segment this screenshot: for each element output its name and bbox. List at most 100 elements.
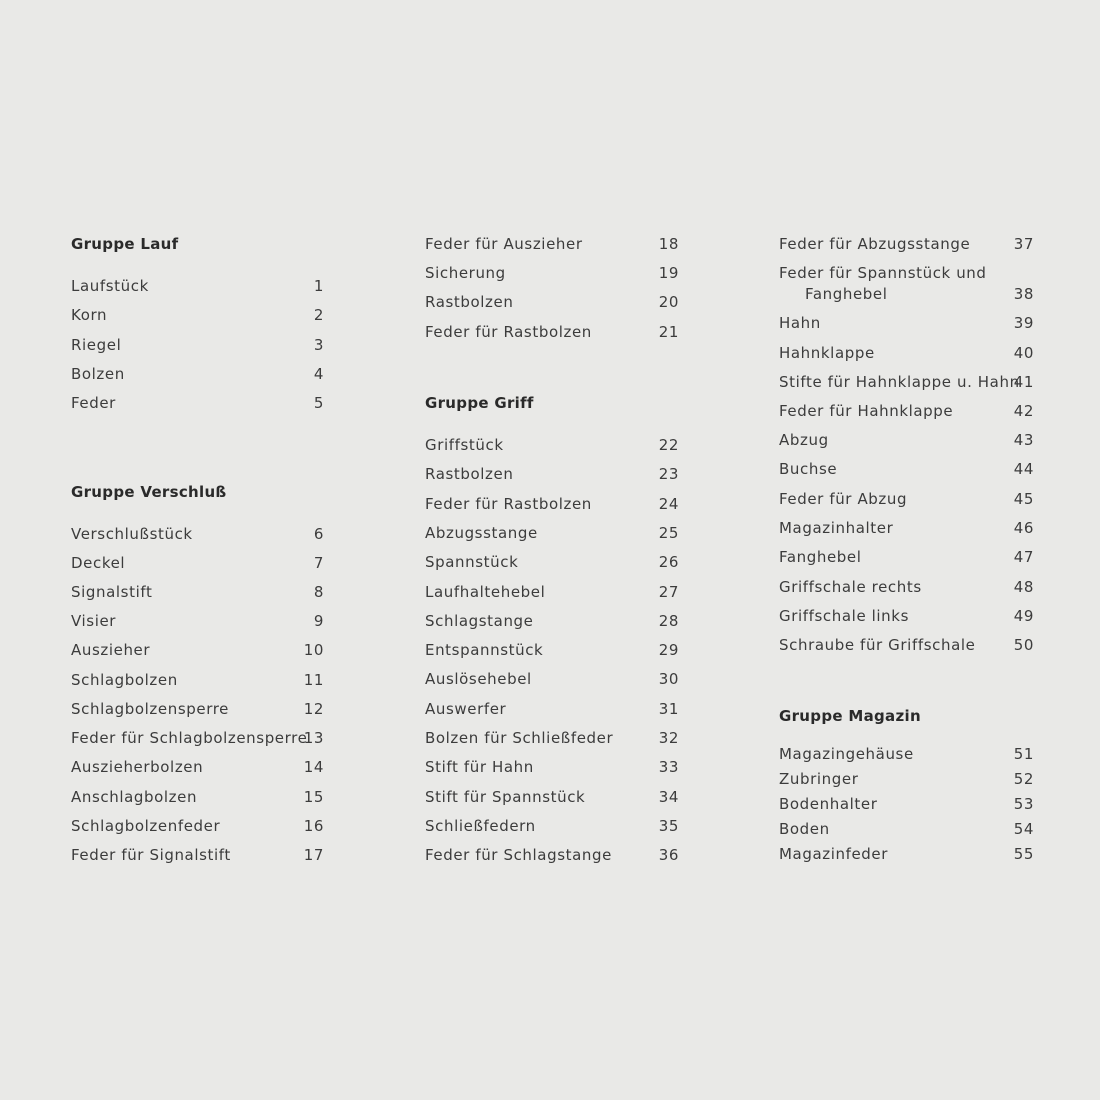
part-number: 35 <box>658 817 679 835</box>
part-number: 5 <box>313 394 324 412</box>
part-number: 12 <box>303 700 324 718</box>
part-number: 26 <box>658 553 679 571</box>
part-number: 43 <box>1013 431 1034 449</box>
part-name: Korn <box>71 306 108 324</box>
part-name: Bolzen <box>71 365 125 383</box>
part-number: 3 <box>313 336 324 354</box>
part-number: 48 <box>1013 578 1034 596</box>
part-number: 9 <box>313 612 324 630</box>
part-number: 4 <box>313 365 324 383</box>
part-number: 20 <box>658 293 679 311</box>
part-name: Rastbolzen <box>425 465 514 483</box>
part-number: 13 <box>303 729 324 747</box>
part-name: Auswerfer <box>425 700 507 718</box>
part-name: Zubringer <box>779 770 859 788</box>
part-number: 18 <box>658 235 679 253</box>
part-name: Schlagbolzen <box>71 671 178 689</box>
part-name: Feder für Rastbolzen <box>425 495 592 513</box>
part-name: Auszieher <box>71 641 151 659</box>
part-name: Stifte für Hahnklappe u. Hahn <box>779 373 1020 391</box>
part-number: 24 <box>658 495 679 513</box>
part-name: Auslösehebel <box>425 670 532 688</box>
part-name: Feder für Auszieher <box>425 235 583 253</box>
part-number: 6 <box>313 525 324 543</box>
part-name: Spannstück <box>425 553 519 571</box>
part-name: Anschlagbolzen <box>71 788 198 806</box>
part-name: Laufhaltehebel <box>425 583 546 601</box>
part-number: 33 <box>658 758 679 776</box>
part-name: Schlagbolzenfeder <box>71 817 221 835</box>
part-number: 8 <box>313 583 324 601</box>
part-name: Stift für Hahn <box>425 758 534 776</box>
part-number: 40 <box>1013 344 1034 362</box>
section-heading-gruppe-verschluss: Gruppe Verschluß <box>71 483 227 501</box>
part-number: 29 <box>658 641 679 659</box>
part-name: Feder für Signalstift <box>71 846 231 864</box>
part-name: Schlagstange <box>425 612 534 630</box>
part-name: Riegel <box>71 336 122 354</box>
part-number: 49 <box>1013 607 1034 625</box>
part-name: Hahn <box>779 314 821 332</box>
part-name: Feder für Hahnklappe <box>779 402 954 420</box>
part-number: 39 <box>1013 314 1034 332</box>
part-name: Fanghebel <box>779 548 862 566</box>
section-heading-gruppe-magazin: Gruppe Magazin <box>779 707 921 725</box>
part-name: Feder für Schlagbolzensperre <box>71 729 308 747</box>
part-name: Griffschale rechts <box>779 578 922 596</box>
part-number: 37 <box>1013 235 1034 253</box>
part-number: 38 <box>1013 285 1034 303</box>
part-number: 42 <box>1013 402 1034 420</box>
part-name: Feder <box>71 394 116 412</box>
part-name: Laufstück <box>71 277 149 295</box>
part-number: 30 <box>658 670 679 688</box>
part-number: 46 <box>1013 519 1034 537</box>
part-number: 11 <box>303 671 324 689</box>
part-name: Magazinfeder <box>779 845 889 863</box>
part-name: Buchse <box>779 460 838 478</box>
part-name: Feder für Rastbolzen <box>425 323 592 341</box>
part-number: 34 <box>658 788 679 806</box>
part-number: 44 <box>1013 460 1034 478</box>
part-number: 21 <box>658 323 679 341</box>
part-number: 36 <box>658 846 679 864</box>
part-number: 32 <box>658 729 679 747</box>
part-number: 41 <box>1013 373 1034 391</box>
part-number: 25 <box>658 524 679 542</box>
part-name: Feder für Schlagstange <box>425 846 612 864</box>
part-number: 23 <box>658 465 679 483</box>
part-number: 47 <box>1013 548 1034 566</box>
part-name: Abzug <box>779 431 829 449</box>
part-number: 14 <box>303 758 324 776</box>
part-number: 55 <box>1013 845 1034 863</box>
part-name: Feder für Abzugsstange <box>779 235 971 253</box>
part-name: Schraube für Griffschale <box>779 636 976 654</box>
part-name: Schlagbolzensperre <box>71 700 229 718</box>
part-name: Hahnklappe <box>779 344 875 362</box>
part-name: Bolzen für Schließfeder <box>425 729 614 747</box>
part-name: Rastbolzen <box>425 293 514 311</box>
part-name: Deckel <box>71 554 126 572</box>
part-number: 22 <box>658 436 679 454</box>
part-name: Visier <box>71 612 117 630</box>
part-number: 50 <box>1013 636 1034 654</box>
part-name: Griffschale links <box>779 607 909 625</box>
part-number: 45 <box>1013 490 1034 508</box>
part-name: Stift für Spannstück <box>425 788 586 806</box>
part-number: 28 <box>658 612 679 630</box>
part-name: Magazinhalter <box>779 519 894 537</box>
part-name: Abzugsstange <box>425 524 538 542</box>
part-name: Feder für Spannstück und Fanghebel <box>779 264 987 303</box>
part-number: 31 <box>658 700 679 718</box>
part-name: Griffstück <box>425 436 504 454</box>
part-name: Auszieherbolzen <box>71 758 204 776</box>
part-number: 27 <box>658 583 679 601</box>
part-number: 19 <box>658 264 679 282</box>
part-number: 2 <box>313 306 324 324</box>
part-name: Schließfedern <box>425 817 536 835</box>
part-name: Feder für Abzug <box>779 490 908 508</box>
part-name: Magazingehäuse <box>779 745 914 763</box>
part-name-continuation: Fanghebel <box>805 285 888 303</box>
part-number: 10 <box>303 641 324 659</box>
part-name: Sicherung <box>425 264 506 282</box>
part-number: 54 <box>1013 820 1034 838</box>
